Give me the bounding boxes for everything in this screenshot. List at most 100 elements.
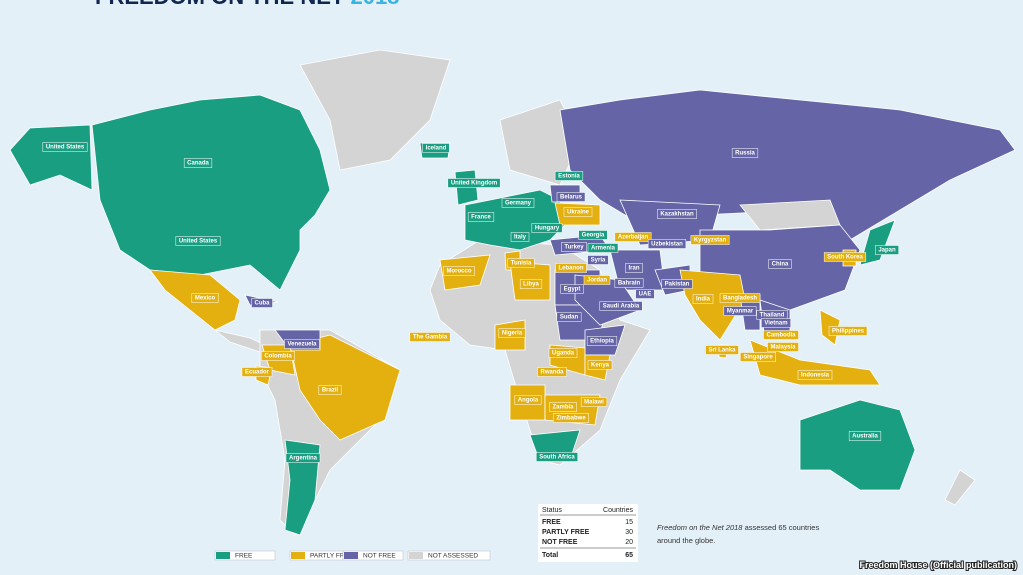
label-box (723, 306, 757, 316)
label-box (537, 367, 567, 377)
footnote-line2: around the globe. (657, 536, 715, 545)
label-box (563, 207, 593, 217)
legend-color (291, 552, 305, 559)
legend-label: NOT FREE (363, 553, 396, 560)
country-name: United States (46, 145, 85, 151)
label-box (409, 332, 451, 342)
country-name: Argentina (289, 456, 318, 462)
country-shape (9, 124, 93, 191)
country-label: Venezuela (284, 339, 320, 349)
country-label: Rwanda (537, 367, 567, 377)
country-name: Kenya (591, 363, 610, 369)
country-name: Nigeria (502, 331, 523, 337)
country-label: Libya (519, 279, 543, 289)
label-box (549, 402, 577, 412)
label-box (241, 367, 273, 377)
table-status: FREE (542, 519, 561, 526)
country-label: Jordan (583, 275, 611, 285)
label-box (561, 242, 587, 252)
legend-label: NOT ASSESSED (428, 553, 478, 560)
label-box (875, 245, 899, 255)
table-status: PARTLY FREE (542, 529, 590, 536)
label-box (447, 178, 501, 188)
country-name: Russia (735, 151, 755, 157)
legend-label: PARTLY FREE (310, 553, 354, 560)
country-name: Iran (628, 266, 639, 272)
label-box (507, 258, 535, 268)
country-name: Armenia (591, 246, 616, 252)
country-label: Estonia (554, 171, 584, 181)
status-table: Status Countries FREE 15 PARTLY FREE 30 NOT FR… (538, 504, 638, 562)
legend-color (409, 552, 423, 559)
country-label: Italy (510, 232, 530, 242)
label-box (251, 298, 273, 308)
footnote: Freedom on the Net 2018 assessed 65 coun… (657, 523, 819, 532)
country-label: Sri Lanka (705, 345, 739, 355)
country-label: Bahrain (614, 278, 644, 288)
country-label: France (467, 212, 495, 222)
country-name: Sudan (560, 315, 579, 321)
label-box (555, 263, 587, 273)
label-box (731, 148, 759, 158)
label-box (763, 330, 799, 340)
country-name: Sri Lanka (708, 348, 736, 354)
country-name: Ethiopia (590, 339, 614, 345)
country-name: Egypt (564, 287, 581, 293)
country-shape (799, 399, 916, 491)
country-shape (749, 339, 881, 386)
country-label: Syria (587, 255, 609, 265)
table-status: NOT FREE (542, 539, 578, 546)
country-label: Malawi (580, 397, 608, 407)
country-name: Angola (518, 398, 539, 404)
country-label: Kyrgyzstan (690, 235, 730, 245)
country-label: United States (175, 236, 221, 246)
label-box (740, 352, 776, 362)
country-name: Mexico (195, 296, 216, 302)
country-label: Egypt (560, 284, 584, 294)
label-box (554, 171, 584, 181)
label-box (175, 236, 221, 246)
legend-swatch (342, 550, 404, 561)
country-label: Bangladesh (719, 293, 761, 303)
country-label: United Kingdom (447, 178, 501, 188)
legend-color (216, 552, 230, 559)
country-label: Iran (625, 263, 643, 273)
country-label: Tunisia (507, 258, 535, 268)
legend: FREE PARTLY FREE NOT FREE NOT ASSESSED (214, 550, 491, 561)
country-name: Estonia (558, 174, 580, 180)
country-label: Nigeria (498, 328, 526, 338)
label-box (625, 263, 643, 273)
country-name: Morocco (446, 269, 471, 275)
table-head: Status (542, 507, 562, 514)
country-name: Malawi (584, 400, 604, 406)
country-name: Iceland (426, 146, 447, 152)
country-label: Kazakhstan (657, 209, 697, 219)
country-name: Italy (514, 235, 527, 241)
country-label: Turkey (561, 242, 587, 252)
country-name: France (471, 215, 491, 221)
country-label: Canada (183, 158, 213, 168)
table-count: 15 (625, 519, 633, 526)
country-label: Thailand (756, 310, 788, 320)
country-label: Saudi Arabia (599, 301, 643, 311)
country-name: Kazakhstan (660, 212, 694, 218)
label-box (797, 370, 833, 380)
country-name: Hungary (535, 226, 560, 232)
country-label: India (692, 294, 714, 304)
country-label: Armenia (587, 243, 619, 253)
country-label: Zimbabwe (553, 413, 589, 423)
country-name: Zambia (552, 405, 574, 411)
country-label: Australia (848, 431, 882, 441)
country-label: Philippines (828, 326, 868, 336)
label-box (285, 453, 321, 463)
country-name: South Korea (827, 255, 863, 261)
country-name: Cambodia (766, 333, 796, 339)
label-box (657, 209, 697, 219)
title-text: FREEDOM ON THE NET (95, 0, 345, 9)
country-labels: United States Canada Iceland United States M… (42, 142, 899, 463)
country-name: Myanmar (727, 309, 754, 315)
table-count: 20 (625, 539, 633, 546)
label-box (767, 342, 799, 352)
country-label: UAE (635, 289, 655, 299)
credit: Freedom House (Official publication) (859, 560, 1017, 570)
